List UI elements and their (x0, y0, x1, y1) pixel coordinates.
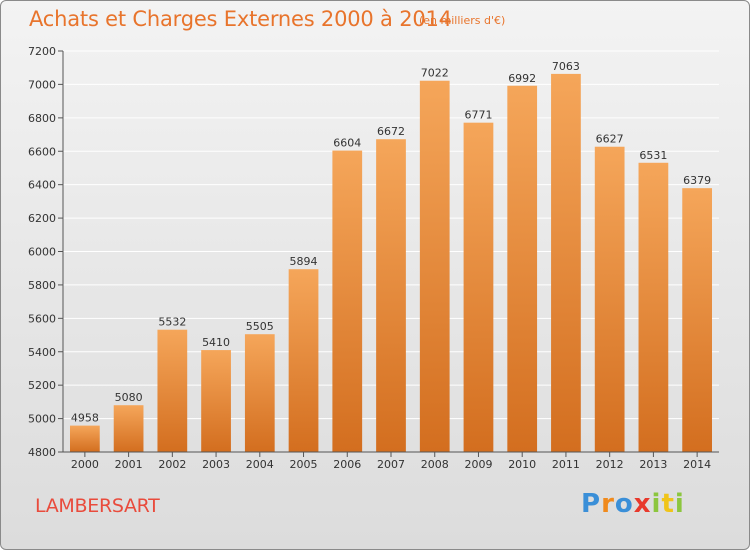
x-tick-label: 2004 (246, 458, 274, 471)
y-tick-label: 5000 (28, 413, 56, 426)
y-tick-label: 6800 (28, 112, 56, 125)
x-tick-label: 2008 (421, 458, 449, 471)
logo-letter: o (614, 489, 634, 519)
x-tick-label: 2011 (552, 458, 580, 471)
proxiti-logo: Proxiti (581, 489, 685, 519)
logo-letter: r (601, 489, 615, 519)
chart-title: Achats et Charges Externes 2000 à 2014 (29, 7, 452, 31)
logo-letter: i (651, 489, 662, 519)
y-tick-label: 7000 (28, 78, 56, 91)
y-tick-label: 6600 (28, 145, 56, 158)
data-label: 6604 (333, 137, 361, 150)
bar (594, 146, 625, 452)
y-tick-label: 5800 (28, 279, 56, 292)
data-label: 6771 (464, 109, 492, 122)
x-axis-ticks: 2000 2001 2002 2003 2004 2005 2006 2007 2008 2009… (71, 452, 711, 471)
x-tick-label: 2003 (202, 458, 230, 471)
data-label: 6531 (639, 149, 667, 162)
y-tick-label: 6200 (28, 212, 56, 225)
y-tick-label: 5600 (28, 312, 56, 325)
data-label: 5505 (246, 320, 274, 333)
x-tick-label: 2009 (464, 458, 492, 471)
x-tick-label: 2012 (596, 458, 624, 471)
data-label: 5410 (202, 336, 230, 349)
bar (332, 150, 363, 452)
bar (463, 122, 494, 453)
y-tick-label: 4800 (28, 446, 56, 459)
bar (638, 162, 669, 452)
data-label: 5080 (115, 391, 143, 404)
x-tick-label: 2000 (71, 458, 99, 471)
data-label: 6992 (508, 72, 536, 85)
x-tick-label: 2013 (639, 458, 667, 471)
city-name: LAMBERSART (35, 495, 160, 517)
data-label: 5894 (290, 255, 318, 268)
data-label: 6379 (683, 174, 711, 187)
bar (244, 334, 275, 452)
data-label: 7022 (421, 67, 449, 80)
logo-letter: P (581, 489, 602, 519)
x-tick-label: 2010 (508, 458, 536, 471)
bar (201, 350, 231, 452)
chart-subtitle: (en milliers d'€) (419, 14, 506, 27)
bar (419, 80, 450, 452)
bars (69, 73, 713, 453)
x-tick-label: 2014 (683, 458, 711, 471)
bar (376, 139, 406, 452)
data-label: 4958 (71, 412, 99, 425)
data-label: 5532 (158, 316, 186, 329)
y-tick-label: 5400 (28, 346, 56, 359)
x-tick-label: 2006 (333, 458, 361, 471)
y-tick-label: 6400 (28, 179, 56, 192)
bar (113, 405, 144, 452)
data-label: 6627 (596, 133, 624, 146)
x-tick-label: 2002 (158, 458, 186, 471)
bar (157, 329, 188, 452)
y-tick-label: 7200 (28, 45, 56, 58)
data-label: 6672 (377, 125, 405, 138)
x-tick-label: 2007 (377, 458, 405, 471)
data-labels: 4958 5080 5532 5410 5505 5894 6604 6672 7022 6771… (71, 60, 711, 425)
bar (288, 269, 319, 452)
y-tick-label: 6000 (28, 246, 56, 259)
bar (507, 85, 538, 453)
bar (682, 188, 713, 452)
logo-letter: x (633, 489, 652, 519)
data-label: 7063 (552, 60, 580, 73)
x-tick-label: 2005 (290, 458, 318, 471)
logo-letter: i (674, 489, 685, 519)
bar (551, 73, 581, 453)
y-tick-label: 5200 (28, 379, 56, 392)
bar (69, 425, 100, 452)
x-tick-label: 2001 (115, 458, 143, 471)
logo-letter: t (661, 489, 675, 519)
